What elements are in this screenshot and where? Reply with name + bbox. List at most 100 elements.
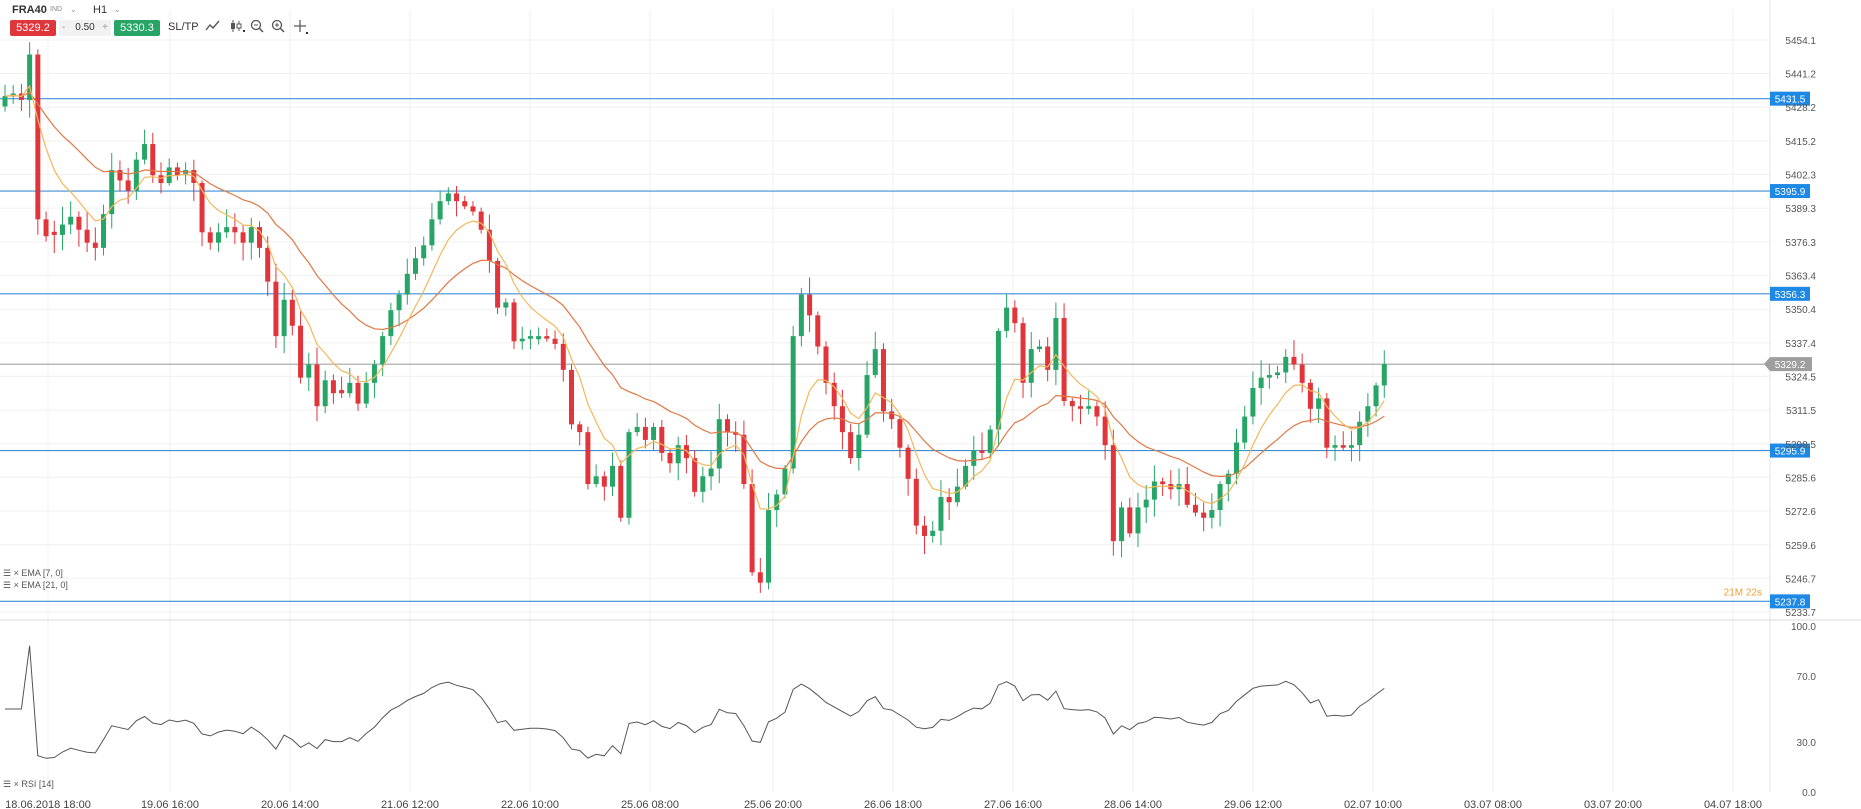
legend-menu-icon[interactable]: ☰ <box>3 568 12 578</box>
rsi-legend[interactable]: ☰ × RSI [14] <box>3 779 54 790</box>
candle-body <box>495 260 501 308</box>
candle-body <box>880 349 886 412</box>
lot-increase-button[interactable]: + <box>102 22 108 33</box>
candle-body <box>503 302 509 308</box>
symbol-dropdown-icon[interactable]: ⌄ <box>70 5 77 14</box>
lot-size-stepper[interactable]: - 0.50 + <box>59 20 111 36</box>
candle-body <box>133 159 139 191</box>
candle-body <box>306 364 312 378</box>
candle-body <box>1316 398 1322 409</box>
candle-body <box>979 450 985 453</box>
legend-remove-icon[interactable]: × <box>13 580 19 590</box>
rsi-tick-label: 70.0 <box>1797 672 1817 683</box>
candle-body <box>1283 356 1289 373</box>
line-chart-icon[interactable] <box>205 19 221 36</box>
legend-menu-icon[interactable]: ☰ <box>3 779 12 789</box>
candle-body <box>437 201 443 220</box>
candle-body <box>1020 323 1026 383</box>
ema-fast-line <box>4 84 1385 510</box>
candle-body <box>76 216 82 230</box>
candle-body <box>831 382 837 407</box>
candle-body <box>1299 364 1305 383</box>
candle-body <box>59 224 65 235</box>
sell-button[interactable]: 5329.2 <box>10 20 56 36</box>
level-price-label: 5431.5 <box>1775 95 1806 106</box>
candle-body <box>848 432 854 459</box>
price-tick-label: 5428.2 <box>1785 103 1816 114</box>
candle-body <box>642 426 648 440</box>
candle-body <box>314 364 320 407</box>
candle-body <box>1332 445 1338 448</box>
timeframe-dropdown-icon[interactable]: ⌄ <box>114 5 121 14</box>
lot-decrease-button[interactable]: - <box>62 22 66 33</box>
candle-body <box>1012 307 1018 324</box>
candle-body <box>1086 406 1092 409</box>
level-price-tag[interactable] <box>1770 594 1810 609</box>
ema-slow-legend[interactable]: ☰ × EMA [21, 0] <box>3 580 68 591</box>
candle-body <box>1348 445 1354 448</box>
price-axis[interactable]: 5454.1 5441.2 5428.2 5415.2 5402.3 5389.3 5376… <box>1785 36 1816 799</box>
candle-body <box>27 54 33 100</box>
candle-body <box>1151 481 1157 500</box>
candle-body <box>511 302 517 342</box>
candle-body <box>355 382 361 404</box>
legend-remove-icon[interactable]: × <box>13 779 19 789</box>
time-tick-label: 25.06 08:00 <box>621 799 679 809</box>
horizontal-levels[interactable]: 5431.5 5395.9 5356.3 5295.9 5237.8 5329.2 21M … <box>0 91 1812 609</box>
time-tick-label: 27.06 16:00 <box>984 799 1042 809</box>
candle-body <box>371 364 377 383</box>
price-tick-label: 5337.4 <box>1785 339 1816 350</box>
level-price-tag[interactable] <box>1770 443 1810 458</box>
candle-body <box>462 201 468 207</box>
candle-body <box>1258 377 1264 389</box>
candle-body <box>1135 507 1141 534</box>
candle-body <box>798 294 804 337</box>
zoom-in-icon[interactable] <box>271 19 285 36</box>
buy-button[interactable]: 5330.3 <box>114 20 160 36</box>
candle-body <box>1275 372 1281 376</box>
candle-body <box>117 170 123 181</box>
time-axis[interactable]: 18.06.2018 18:00 19.06 16:00 20.06 14:00 21… <box>5 799 1762 809</box>
candle-body <box>1234 442 1239 474</box>
candle-body <box>380 336 386 365</box>
candle-body <box>1209 510 1215 518</box>
candles <box>2 42 1387 593</box>
crosshair-icon[interactable] <box>293 19 309 38</box>
candle-body <box>1061 317 1067 402</box>
candle-body <box>807 294 813 316</box>
candle-body <box>1143 499 1149 508</box>
rsi-tick-label: 0.0 <box>1802 788 1816 799</box>
candle-body <box>142 144 148 160</box>
lot-size-value[interactable]: 0.50 <box>75 22 95 33</box>
time-tick-label: 19.06 16:00 <box>141 799 199 809</box>
candle-body <box>224 227 230 233</box>
candle-body <box>905 447 911 479</box>
ema-fast-legend[interactable]: ☰ × EMA [7, 0] <box>3 568 63 579</box>
candle-body <box>109 170 115 215</box>
timeframe-label[interactable]: H1 <box>93 4 108 16</box>
symbol-label[interactable]: FRA40 <box>12 4 47 16</box>
candle-body <box>1028 349 1034 383</box>
candle-body <box>339 390 345 394</box>
time-tick-label: 26.06 18:00 <box>864 799 922 809</box>
candle-body <box>995 330 1001 430</box>
candle-body <box>1217 484 1223 511</box>
candle-body <box>987 429 993 453</box>
level-price-tag[interactable] <box>1770 91 1810 106</box>
candle-type-icon[interactable] <box>229 19 245 36</box>
price-tick-label: 5454.1 <box>1785 36 1816 47</box>
level-price-tag[interactable] <box>1770 286 1810 301</box>
sl-tp-button[interactable]: SL/TP <box>168 21 199 33</box>
zoom-out-icon[interactable] <box>250 19 264 36</box>
candle-body <box>1102 416 1108 446</box>
candle-body <box>68 216 74 225</box>
legend-menu-icon[interactable]: ☰ <box>3 580 12 590</box>
candle-body <box>823 346 829 383</box>
candle-body <box>322 380 328 407</box>
level-price-tag[interactable] <box>1770 184 1810 199</box>
price-tick-label: 5402.3 <box>1785 170 1816 181</box>
candle-body <box>199 183 205 233</box>
legend-remove-icon[interactable]: × <box>13 568 19 578</box>
candle-body <box>889 411 895 420</box>
